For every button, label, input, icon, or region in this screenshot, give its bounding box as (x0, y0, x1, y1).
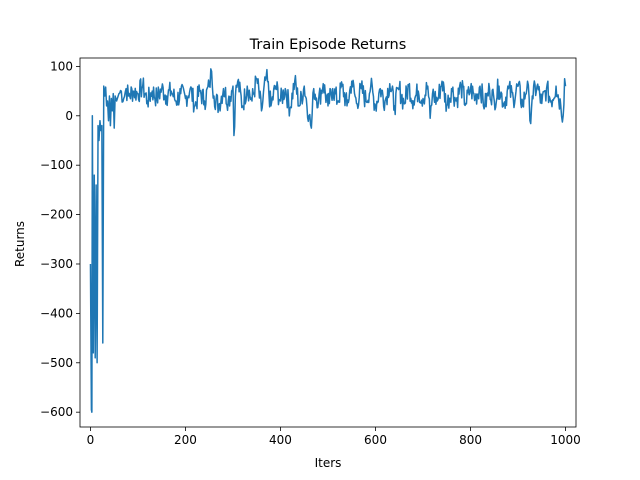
x-tick-label: 400 (269, 433, 292, 447)
y-tick-label: −600 (40, 405, 73, 419)
y-tick-label: −500 (40, 356, 73, 370)
x-tick-label: 0 (87, 433, 95, 447)
x-tick-label: 1000 (550, 433, 581, 447)
x-tick-label: 600 (364, 433, 387, 447)
y-axis-label: Returns (13, 221, 27, 267)
chart-title: Train Episode Returns (249, 37, 407, 53)
y-tick-label: −100 (40, 158, 73, 172)
x-tick-label: 200 (174, 433, 197, 447)
y-tick-label: 0 (65, 109, 73, 123)
y-tick-label: −200 (40, 208, 73, 222)
y-tick-label: −300 (40, 257, 73, 271)
y-tick-label: 100 (50, 59, 73, 73)
x-axis-label: Iters (315, 456, 342, 470)
y-tick-label: −400 (40, 306, 73, 320)
plot-area: 0 200 400 600 800 1000−600−500−400−300−200−10… (40, 57, 581, 447)
series-line (89, 68, 567, 413)
x-tick-label: 800 (459, 433, 482, 447)
axes-frame (79, 57, 577, 428)
